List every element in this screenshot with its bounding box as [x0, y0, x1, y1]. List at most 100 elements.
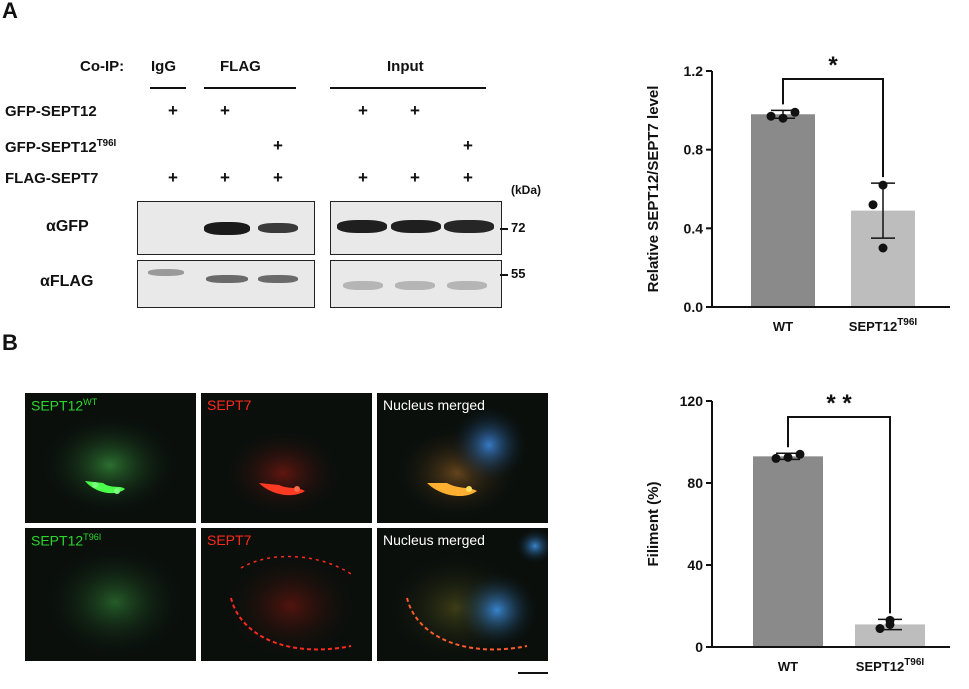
- chart-bar: [753, 456, 823, 647]
- x-tick-label: WT: [778, 659, 798, 674]
- scale-bar: [518, 672, 548, 674]
- y-tick-label: 120: [680, 393, 704, 409]
- panel-a-letter: A: [2, 0, 18, 23]
- gfp-blot-input: [330, 201, 502, 255]
- mw-tick: [500, 228, 508, 230]
- panel-b-letter: B: [2, 330, 18, 355]
- chart-relative-level: 0.0 0.4 0.8 1.2 Relative SEPT12/SEPT7 level W…: [645, 55, 950, 334]
- chart-bar: [855, 624, 925, 647]
- flag-underline: [204, 87, 296, 89]
- cell-image: [40, 413, 180, 517]
- kda-label: (kDa): [511, 183, 542, 197]
- data-point: [766, 111, 776, 121]
- x-tick-label-sup: T96I: [904, 657, 924, 668]
- data-point: [868, 200, 878, 210]
- x-tick-label: WT: [773, 319, 793, 334]
- cell-image: [221, 427, 345, 519]
- data-point: [878, 243, 888, 253]
- plus-mark: +: [358, 101, 368, 120]
- data-point: [878, 180, 888, 190]
- label-sept7-t96i: SEPT7: [207, 532, 252, 548]
- data-point: [790, 107, 800, 117]
- plus-mark: +: [168, 168, 178, 187]
- micrograph-sept12-t96i: SEPT12T96I: [25, 528, 196, 661]
- cell-image: [221, 550, 361, 661]
- blot-band: [444, 220, 494, 233]
- data-point: [795, 449, 805, 459]
- flag-blot-coip: [137, 260, 315, 308]
- plus-mark: +: [220, 168, 230, 187]
- label-sept12-t96i: SEPT12T96I: [31, 532, 102, 549]
- micrograph-merge-t96i: Nucleus merged: [377, 528, 548, 661]
- igg-label: IgG: [151, 58, 176, 75]
- x-tick-label-sup: T96I: [897, 317, 917, 328]
- chart-filiment: 0 40 80 120 Filiment (%) WT SEPT12T96I * *: [645, 390, 950, 674]
- blot-band: [258, 275, 298, 283]
- y-tick-label: 0.0: [684, 299, 704, 315]
- y-tick-label: 0.4: [684, 220, 704, 236]
- cell-image: [385, 528, 548, 661]
- micrograph-merge-wt: Nucleus merged: [377, 393, 548, 523]
- mw-tick: [500, 274, 508, 276]
- data-point: [885, 619, 895, 629]
- row-gfp-sept12-t96i: GFP-SEPT12T96I: [5, 138, 117, 156]
- cell-image: [393, 405, 529, 521]
- blot-band: [391, 220, 441, 233]
- y-tick-label: 80: [687, 475, 703, 491]
- cell-image: [43, 544, 187, 660]
- flag-blot-input: [330, 260, 502, 308]
- label-sept7-wt: SEPT7: [207, 397, 252, 413]
- coip-label: Co-IP:: [80, 58, 125, 75]
- blot-band: [206, 275, 248, 283]
- plus-mark: +: [220, 101, 230, 120]
- x-tick-label: SEPT12T96I: [856, 657, 925, 674]
- row-flag-sept7: FLAG-SEPT7: [5, 170, 99, 187]
- blot-band: [204, 222, 250, 235]
- significance-bracket: [782, 78, 884, 178]
- label-merge-wt: Nucleus merged: [383, 397, 485, 413]
- plus-mark: +: [410, 101, 420, 120]
- data-point: [778, 113, 788, 123]
- plus-mark: +: [168, 101, 178, 120]
- row-gfp-sept12: GFP-SEPT12: [5, 103, 97, 120]
- label-merge-t96i: Nucleus merged: [383, 532, 485, 548]
- x-tick-label: SEPT12T96I: [849, 317, 918, 334]
- input-label: Input: [387, 58, 424, 75]
- y-tick-label: 0.8: [684, 142, 704, 158]
- label-sept12-wt: SEPT12WT: [31, 397, 98, 414]
- input-underline: [330, 87, 486, 89]
- igg-underline: [150, 87, 186, 89]
- plus-mark: +: [358, 168, 368, 187]
- blot-label-gfp: αGFP: [46, 218, 89, 235]
- micrograph-sept12-wt: SEPT12WT: [25, 393, 196, 523]
- flag-label: FLAG: [220, 58, 261, 75]
- significance-label: * *: [826, 390, 852, 417]
- blot-band: [447, 281, 487, 290]
- mw-marker-72: 72: [511, 220, 526, 235]
- gfp-blot-coip: [137, 201, 315, 255]
- plus-mark: +: [463, 136, 473, 155]
- y-tick-label: 40: [687, 557, 703, 573]
- y-axis-label: Filiment (%): [645, 481, 662, 566]
- data-point: [875, 624, 885, 634]
- y-tick-label: 0: [695, 639, 703, 655]
- data-point: [771, 453, 781, 463]
- blot-band: [395, 281, 435, 290]
- plus-mark: +: [273, 168, 283, 187]
- plus-mark: +: [273, 136, 283, 155]
- micrograph-sept7-wt: SEPT7: [201, 393, 372, 523]
- blot-band: [337, 220, 387, 233]
- blot-band: [258, 223, 298, 233]
- plus-mark: +: [463, 168, 473, 187]
- chart-bar: [751, 114, 815, 307]
- significance-label: *: [828, 55, 838, 79]
- micrograph-sept7-t96i: SEPT7: [201, 528, 372, 661]
- blot-band: [343, 281, 383, 290]
- mw-marker-55: 55: [511, 266, 526, 281]
- plus-mark: +: [410, 168, 420, 187]
- significance-bracket: [787, 416, 891, 614]
- blot-band: [148, 269, 184, 276]
- data-point: [783, 452, 793, 462]
- blot-label-flag: αFLAG: [40, 273, 94, 290]
- y-tick-label: 1.2: [684, 63, 704, 79]
